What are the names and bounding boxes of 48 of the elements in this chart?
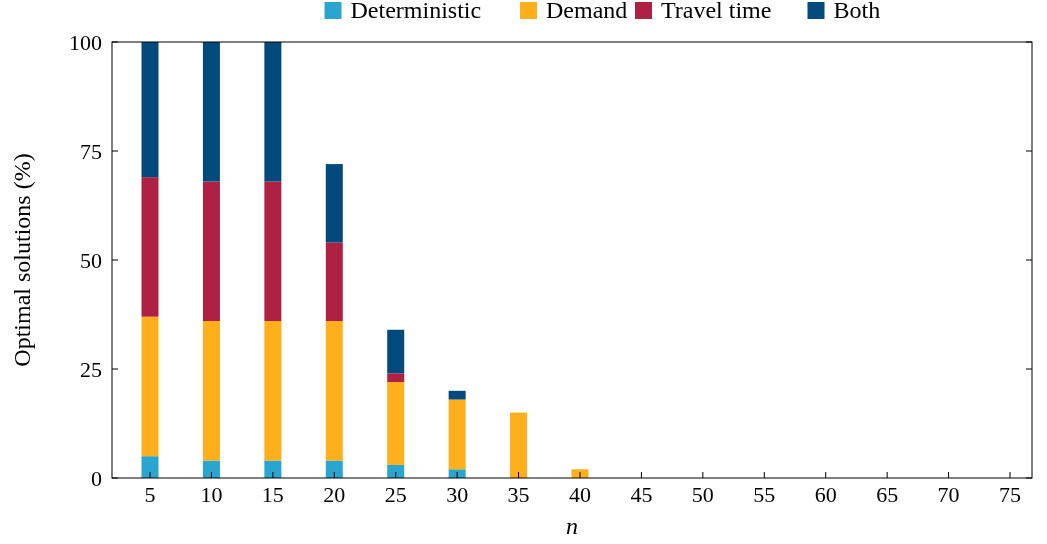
legend-label: Deterministic xyxy=(350,0,482,23)
x-tick-label: 65 xyxy=(876,482,899,507)
bar xyxy=(264,42,282,182)
bar xyxy=(202,181,220,322)
x-tick-label: 10 xyxy=(200,482,223,507)
bar xyxy=(325,242,343,322)
bar xyxy=(387,329,405,374)
bar xyxy=(325,460,343,478)
bar xyxy=(387,464,405,478)
x-tick-label: 20 xyxy=(323,482,346,507)
bar xyxy=(141,177,159,317)
bar xyxy=(202,321,220,461)
y-tick-label: 50 xyxy=(80,247,102,273)
x-tick-label: 15 xyxy=(261,482,284,507)
y-tick-label: 75 xyxy=(80,138,102,164)
x-tick-label: 25 xyxy=(384,482,407,507)
x-tick-label: 5 xyxy=(144,482,156,507)
bar xyxy=(448,399,466,470)
legend-label: Travel time xyxy=(661,0,772,23)
bar xyxy=(387,382,405,465)
x-tick-label: 35 xyxy=(507,482,530,507)
x-tick-label: 60 xyxy=(814,482,837,507)
bar xyxy=(202,42,220,182)
bar xyxy=(264,181,282,322)
x-tick-label: 50 xyxy=(691,482,714,507)
x-tick-label: 45 xyxy=(630,482,653,507)
x-tick-label: 70 xyxy=(937,482,960,507)
y-tick-label: 25 xyxy=(80,356,102,382)
y-tick-label: 0 xyxy=(91,465,102,491)
x-tick-label: 55 xyxy=(753,482,776,507)
x-tick-label: 40 xyxy=(569,482,591,507)
y-axis-title: Optimal solutions (%) xyxy=(9,153,35,367)
bar xyxy=(448,390,466,400)
bar xyxy=(141,316,159,457)
bar xyxy=(325,164,343,243)
bar xyxy=(387,373,405,383)
x-tick-label: 75 xyxy=(999,482,1021,507)
bar xyxy=(141,456,159,478)
x-tick-label: 30 xyxy=(446,482,469,507)
bar xyxy=(325,321,343,461)
x-axis-title: n xyxy=(566,513,578,539)
bar xyxy=(202,460,220,478)
bar xyxy=(141,42,159,178)
legend-label: Demand xyxy=(546,0,628,23)
bar xyxy=(264,321,282,461)
y-tick-label: 100 xyxy=(69,29,102,55)
bar xyxy=(510,412,528,478)
legend-label: Both xyxy=(833,0,881,23)
